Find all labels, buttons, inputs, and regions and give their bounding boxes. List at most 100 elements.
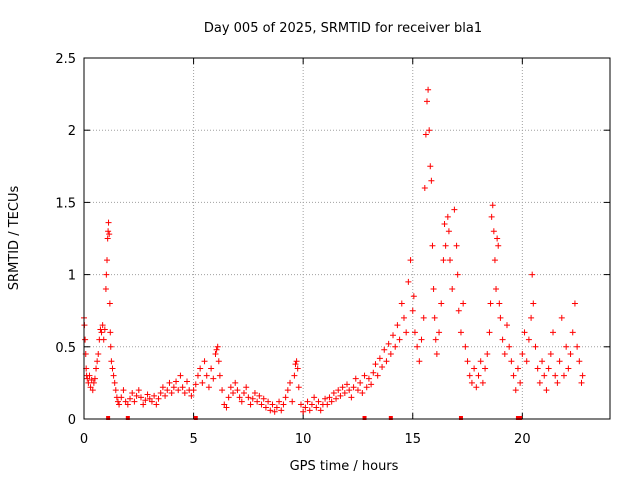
data-point (192, 381, 199, 388)
x-tick-label: 15 (404, 432, 421, 447)
data-point (394, 322, 401, 329)
data-point (91, 375, 98, 382)
data-point (398, 300, 405, 307)
data-point (471, 365, 478, 372)
axis-marker (125, 416, 130, 420)
data-point (489, 202, 496, 209)
data-point (240, 390, 247, 397)
data-point (144, 391, 151, 398)
data-point (251, 390, 258, 397)
data-point (365, 375, 372, 382)
data-point (315, 398, 322, 405)
data-point (129, 390, 136, 397)
data-point (104, 257, 111, 264)
data-point (213, 346, 220, 353)
data-point (550, 329, 557, 336)
data-point (466, 372, 473, 379)
axis-marker (362, 416, 367, 420)
data-point (162, 392, 169, 399)
data-point (385, 340, 392, 347)
plot-frame (83, 57, 611, 420)
data-point (267, 407, 274, 414)
data-point (326, 394, 333, 401)
data-point (271, 408, 278, 415)
data-point (521, 329, 528, 336)
data-point (112, 387, 119, 394)
data-point (510, 372, 517, 379)
data-point (429, 242, 436, 249)
data-point (528, 314, 535, 321)
data-point (422, 131, 429, 138)
data-point (519, 351, 526, 358)
data-point (453, 242, 460, 249)
data-point (442, 242, 449, 249)
data-point (173, 378, 180, 385)
data-point (99, 322, 106, 329)
data-point (302, 404, 309, 411)
data-point (357, 379, 364, 386)
data-point (106, 300, 113, 307)
data-point (295, 384, 302, 391)
data-point (420, 314, 427, 321)
data-point (157, 390, 164, 397)
data-point (534, 365, 541, 372)
data-point (107, 329, 114, 336)
data-point (414, 343, 421, 350)
data-points (81, 86, 586, 415)
data-point (451, 206, 458, 213)
data-point (508, 358, 515, 365)
data-point (426, 127, 433, 134)
data-point (352, 375, 359, 382)
data-point (387, 351, 394, 358)
data-point (416, 358, 423, 365)
data-point (104, 235, 111, 242)
data-point (479, 379, 486, 386)
data-point (491, 257, 498, 264)
data-point (106, 231, 113, 238)
data-point (457, 329, 464, 336)
data-point (427, 163, 434, 170)
data-point (530, 300, 537, 307)
data-point (142, 397, 149, 404)
data-point (166, 379, 173, 386)
data-point (175, 387, 182, 394)
data-point (350, 384, 357, 391)
data-point (440, 257, 447, 264)
data-point (247, 401, 254, 408)
data-point (445, 228, 452, 235)
data-point (256, 392, 263, 399)
data-point (297, 401, 304, 408)
data-point (293, 358, 300, 365)
data-point (114, 398, 121, 405)
y-axis-ticks: 0 0.5 1 1.5 2 2.5 (55, 52, 610, 428)
data-point (484, 351, 491, 358)
data-point (403, 329, 410, 336)
data-point (181, 390, 188, 397)
data-point (179, 384, 186, 391)
data-point (477, 358, 484, 365)
data-point (219, 387, 226, 394)
axis-marker (388, 416, 393, 420)
data-point (576, 358, 583, 365)
data-point (328, 398, 335, 405)
data-point (411, 329, 418, 336)
data-point (170, 384, 177, 391)
data-point (135, 387, 142, 394)
data-point (441, 221, 448, 228)
data-point (105, 219, 112, 226)
data-point (89, 387, 96, 394)
data-point (177, 372, 184, 379)
data-point (102, 286, 109, 293)
data-point (554, 379, 561, 386)
data-point (339, 384, 346, 391)
data-point (361, 372, 368, 379)
data-point (304, 398, 311, 405)
data-point (449, 286, 456, 293)
data-point (545, 365, 552, 372)
data-point (249, 395, 256, 402)
data-point (372, 361, 379, 368)
data-point (216, 372, 223, 379)
data-point (348, 394, 355, 401)
data-point (447, 257, 454, 264)
